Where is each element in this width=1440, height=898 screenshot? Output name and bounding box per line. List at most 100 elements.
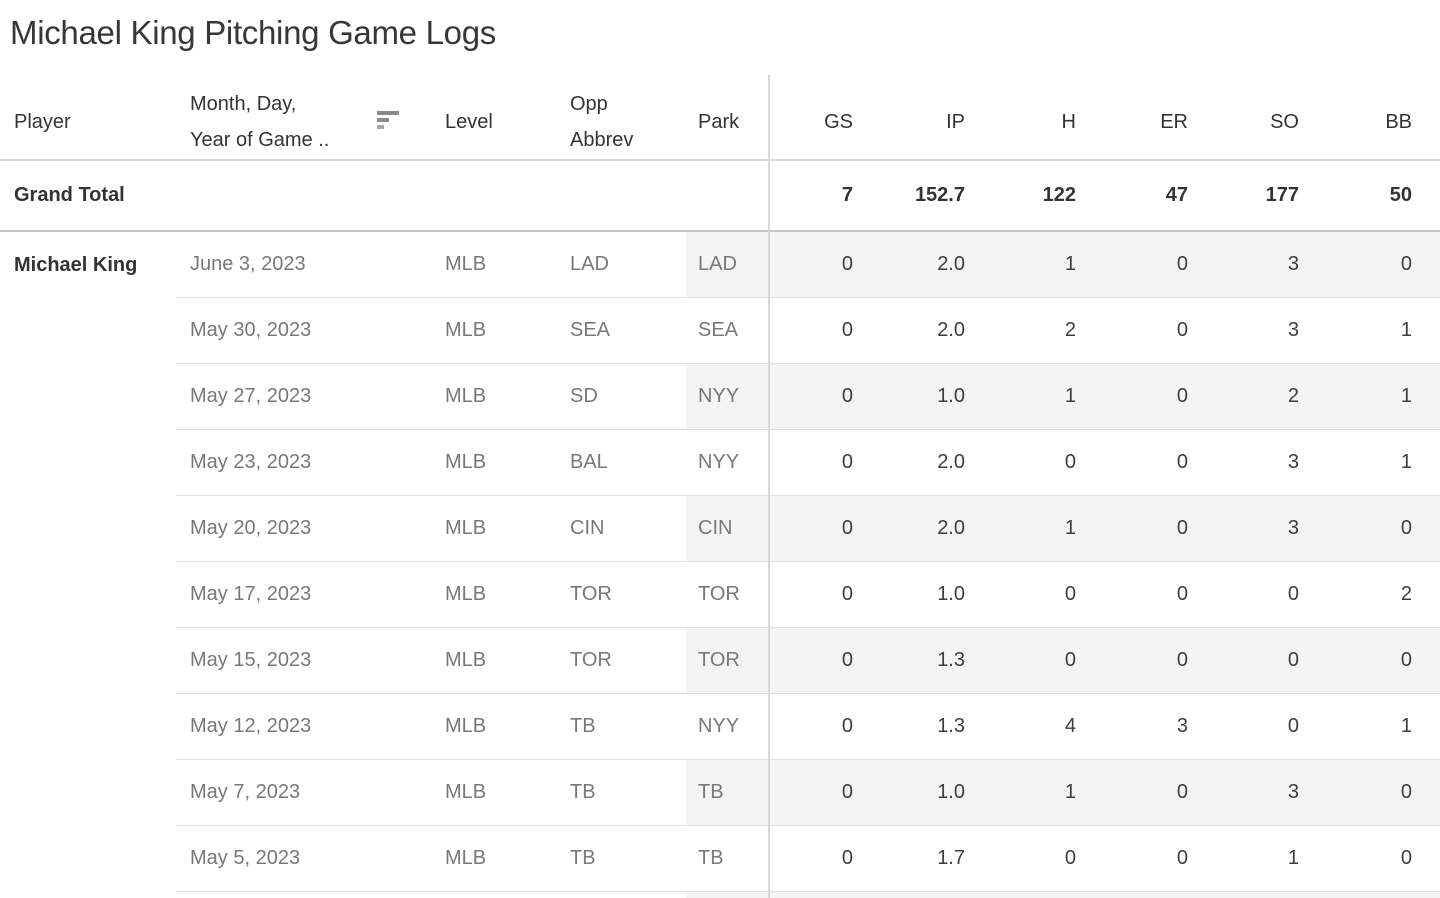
park-cell[interactable]: NYY <box>686 694 769 760</box>
so-cell[interactable]: 3 <box>1216 232 1327 298</box>
column-header-bb[interactable]: BB <box>1385 110 1412 133</box>
grand-total-h[interactable]: 122 <box>1042 184 1076 206</box>
er-cell[interactable]: 0 <box>1104 760 1216 826</box>
grand-total-label[interactable]: Grand Total <box>14 184 125 206</box>
column-header-ip[interactable]: IP <box>946 110 965 133</box>
park-cell[interactable]: LAD <box>686 232 769 298</box>
er-cell[interactable] <box>1104 892 1216 898</box>
column-header-park[interactable]: Park <box>698 110 740 133</box>
park-cell[interactable]: TOR <box>686 628 769 694</box>
ip-cell[interactable]: 1.0 <box>881 364 993 430</box>
sort-descending-icon[interactable] <box>377 111 399 129</box>
player-name-cell[interactable]: Michael King <box>14 253 138 276</box>
gs-cell[interactable]: 0 <box>769 826 881 892</box>
date-cell[interactable]: May 12, 2023 <box>176 694 430 760</box>
h-cell[interactable]: 0 <box>993 562 1104 628</box>
opp-cell[interactable]: TB <box>540 826 686 892</box>
column-header-opp[interactable]: Opp Abbrev <box>540 75 686 159</box>
column-header-date[interactable]: Month, Day, Year of Game .. <box>176 75 430 159</box>
so-cell[interactable]: 1 <box>1216 826 1327 892</box>
opp-cell[interactable]: SD <box>540 364 686 430</box>
park-cell[interactable]: TB <box>686 826 769 892</box>
ip-cell[interactable]: 2.0 <box>881 232 993 298</box>
park-cell[interactable]: NYY <box>686 430 769 496</box>
player-name-cell[interactable] <box>0 826 176 892</box>
ip-cell[interactable]: 1.0 <box>881 562 993 628</box>
level-cell[interactable]: MLB <box>430 298 540 364</box>
er-cell[interactable]: 0 <box>1104 562 1216 628</box>
gs-cell[interactable]: 0 <box>769 562 881 628</box>
bb-cell[interactable]: 1 <box>1327 298 1440 364</box>
bb-cell[interactable]: 0 <box>1327 760 1440 826</box>
bb-cell[interactable]: 1 <box>1327 430 1440 496</box>
level-cell[interactable]: MLB <box>430 628 540 694</box>
park-cell[interactable]: TB <box>686 760 769 826</box>
ip-cell[interactable]: 1.7 <box>881 826 993 892</box>
opp-cell[interactable]: TOR <box>540 562 686 628</box>
bb-cell[interactable]: 0 <box>1327 628 1440 694</box>
player-name-cell[interactable] <box>0 298 176 364</box>
park-cell[interactable]: SEA <box>686 298 769 364</box>
ip-cell[interactable]: 2.0 <box>881 298 993 364</box>
player-name-cell[interactable] <box>0 694 176 760</box>
level-cell[interactable]: MLB <box>430 430 540 496</box>
so-cell[interactable]: 3 <box>1216 760 1327 826</box>
player-name-cell[interactable] <box>0 628 176 694</box>
level-cell[interactable]: MLB <box>430 826 540 892</box>
level-cell[interactable]: MLB <box>430 760 540 826</box>
park-cell[interactable]: NYY <box>686 364 769 430</box>
date-cell[interactable]: May 20, 2023 <box>176 496 430 562</box>
player-name-cell[interactable] <box>0 496 176 562</box>
gs-cell[interactable]: 0 <box>769 496 881 562</box>
opp-cell[interactable]: BAL <box>540 430 686 496</box>
grand-total-bb[interactable]: 50 <box>1389 184 1412 206</box>
bb-cell[interactable] <box>1327 892 1440 898</box>
date-cell[interactable]: May 15, 2023 <box>176 628 430 694</box>
player-name-cell[interactable] <box>0 760 176 826</box>
player-name-cell[interactable] <box>0 364 176 430</box>
opp-cell[interactable]: LAD <box>540 232 686 298</box>
h-cell[interactable]: 2 <box>993 298 1104 364</box>
er-cell[interactable]: 0 <box>1104 628 1216 694</box>
ip-cell[interactable]: 1.3 <box>881 628 993 694</box>
player-name-cell[interactable] <box>0 562 176 628</box>
date-cell[interactable]: May 30, 2023 <box>176 298 430 364</box>
bb-cell[interactable]: 1 <box>1327 364 1440 430</box>
level-cell[interactable] <box>430 892 540 898</box>
er-cell[interactable]: 3 <box>1104 694 1216 760</box>
gs-cell[interactable]: 0 <box>769 694 881 760</box>
bb-cell[interactable]: 0 <box>1327 496 1440 562</box>
park-cell[interactable] <box>686 892 769 898</box>
h-cell[interactable]: 1 <box>993 760 1104 826</box>
date-cell[interactable]: June 3, 2023 <box>176 232 430 298</box>
grand-total-ip[interactable]: 152.7 <box>914 184 965 206</box>
gs-cell[interactable] <box>769 892 881 898</box>
er-cell[interactable]: 0 <box>1104 232 1216 298</box>
so-cell[interactable]: 0 <box>1216 694 1327 760</box>
bb-cell[interactable]: 1 <box>1327 694 1440 760</box>
h-cell[interactable]: 1 <box>993 232 1104 298</box>
date-cell[interactable] <box>176 892 430 898</box>
level-cell[interactable]: MLB <box>430 364 540 430</box>
bb-cell[interactable]: 2 <box>1327 562 1440 628</box>
ip-cell[interactable] <box>881 892 993 898</box>
column-header-player[interactable]: Player <box>14 110 71 133</box>
grand-total-so[interactable]: 177 <box>1265 184 1299 206</box>
player-name-cell[interactable] <box>0 430 176 496</box>
player-name-cell[interactable] <box>0 892 176 898</box>
level-cell[interactable]: MLB <box>430 694 540 760</box>
ip-cell[interactable]: 2.0 <box>881 496 993 562</box>
so-cell[interactable]: 2 <box>1216 364 1327 430</box>
h-cell[interactable] <box>993 892 1104 898</box>
level-cell[interactable]: MLB <box>430 232 540 298</box>
er-cell[interactable]: 0 <box>1104 430 1216 496</box>
opp-cell[interactable]: TB <box>540 760 686 826</box>
opp-cell[interactable]: TB <box>540 694 686 760</box>
h-cell[interactable]: 1 <box>993 364 1104 430</box>
opp-cell[interactable]: CIN <box>540 496 686 562</box>
so-cell[interactable]: 0 <box>1216 628 1327 694</box>
ip-cell[interactable]: 2.0 <box>881 430 993 496</box>
h-cell[interactable]: 0 <box>993 430 1104 496</box>
column-header-h[interactable]: H <box>1061 110 1076 133</box>
ip-cell[interactable]: 1.3 <box>881 694 993 760</box>
